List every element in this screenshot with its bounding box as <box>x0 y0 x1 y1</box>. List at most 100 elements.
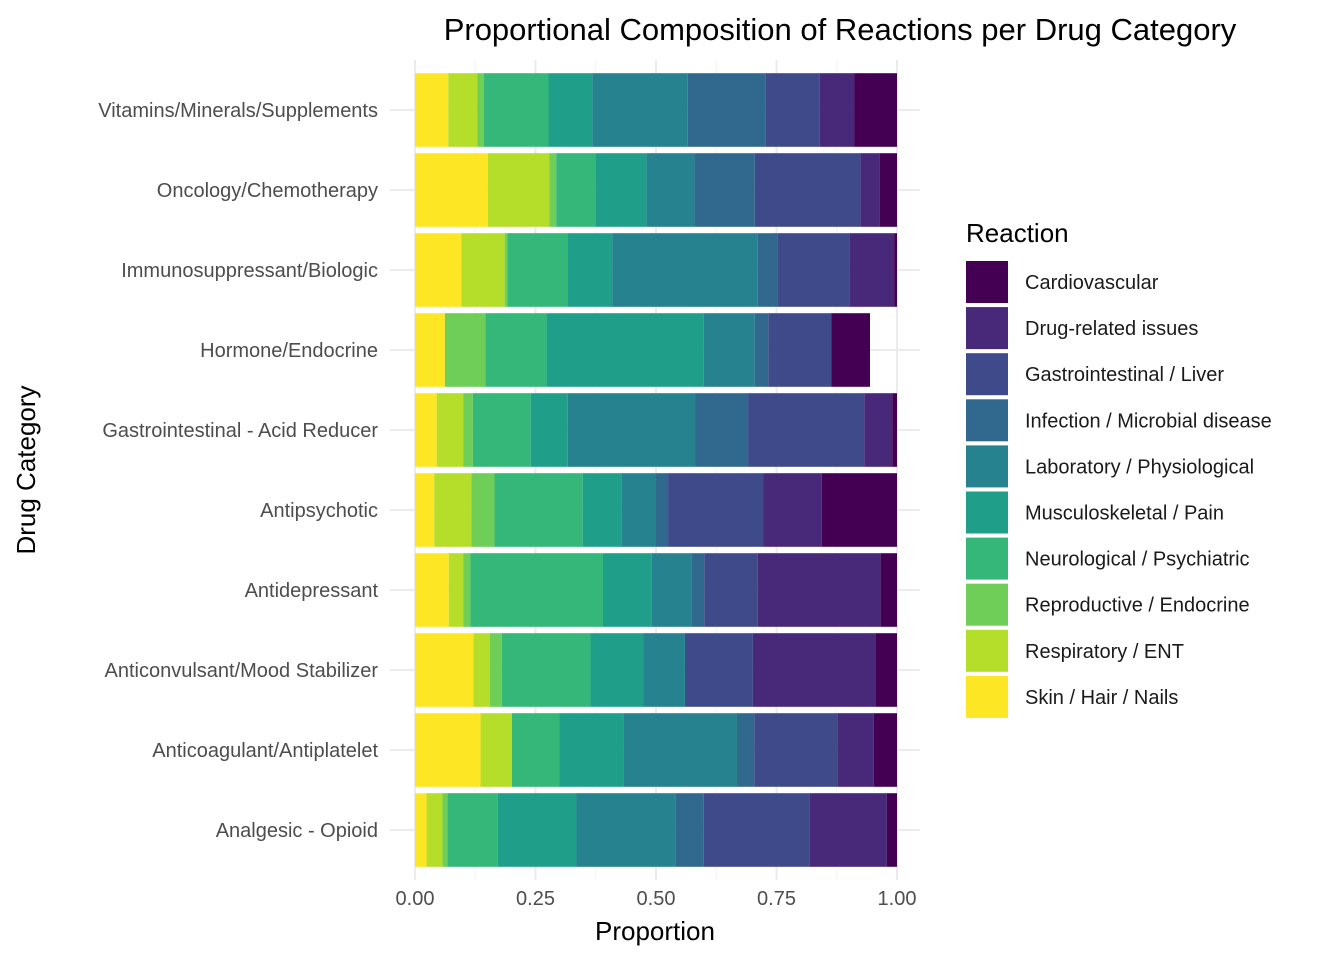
bar-segment: Anticoagulant/Antiplatelet — Cardiovascu… <box>873 713 897 787</box>
legend-key <box>966 353 1008 396</box>
bar-segment: Oncology/Chemotherapy — Laboratory / Phy… <box>646 153 695 227</box>
x-tick-label: 0.25 <box>516 888 555 910</box>
bar-segment: Anticoagulant/Antiplatelet — Laboratory … <box>623 713 737 787</box>
x-tick-labels: 0.00 0.25 0.50 0.75 1.00 <box>396 888 917 910</box>
bar-segment: Anticonvulsant/Mood Stabilizer — Skin / … <box>415 633 474 707</box>
bar-segment: Hormone/Endocrine — Gastrointestinal / L… <box>768 313 832 387</box>
bar-segment: Gastrointestinal - Acid Reducer — Respir… <box>436 393 464 467</box>
bar-segment: Oncology/Chemotherapy — Cardiovascular: … <box>879 153 897 227</box>
bar-segment: Gastrointestinal - Acid Reducer — Infect… <box>695 393 749 467</box>
bar-segment: Anticonvulsant/Mood Stabilizer — Reprodu… <box>489 633 502 707</box>
legend-key <box>966 399 1008 442</box>
bar-segment: Immunosuppressant/Biologic — Musculoskel… <box>567 233 613 307</box>
bar-segment: Immunosuppressant/Biologic — Skin / Hair… <box>415 233 462 307</box>
legend-label: Laboratory / Physiological <box>1025 456 1254 478</box>
bar-segment: Gastrointestinal - Acid Reducer — Drug-r… <box>864 393 893 467</box>
bar-segment: Antidepressant — Respiratory / ENT: 0.03… <box>448 553 464 627</box>
y-tick-label: Antidepressant <box>245 580 379 602</box>
bar-segment: Anticoagulant/Antiplatelet — Drug-relate… <box>837 713 874 787</box>
bar-segment: Analgesic - Opioid — Drug-related issues… <box>809 793 887 867</box>
bar-segment: Antidepressant — Drug-related issues: 0.… <box>757 553 881 627</box>
legend-key <box>966 491 1008 534</box>
legend-label: Infection / Microbial disease <box>1025 410 1272 432</box>
legend-key <box>966 629 1008 672</box>
bar-segment: Immunosuppressant/Biologic — Drug-relate… <box>849 233 895 307</box>
bar-segment: Immunosuppressant/Biologic — Laboratory … <box>612 233 758 307</box>
bar-segment: Antipsychotic — Gastrointestinal / Liver… <box>668 473 764 547</box>
legend-label: Skin / Hair / Nails <box>1025 687 1178 709</box>
y-tick-label: Antipsychotic <box>260 500 378 522</box>
x-axis-title: Proportion <box>595 916 715 946</box>
bar-segment: Anticonvulsant/Mood Stabilizer — Gastroi… <box>684 633 753 707</box>
y-tick-label: Anticoagulant/Antiplatelet <box>152 740 378 762</box>
y-axis-title: Drug Category <box>11 385 41 554</box>
bar-segment: Anticoagulant/Antiplatelet — Infection /… <box>736 713 755 787</box>
bar-segment: Vitamins/Minerals/Supplements — Drug-rel… <box>819 73 855 147</box>
bar-segment: Immunosuppressant/Biologic — Reproductiv… <box>504 233 508 307</box>
bar-segment: Anticonvulsant/Mood Stabilizer — Respira… <box>473 633 490 707</box>
bar-segment: Antipsychotic — Musculoskeletal / Pain: … <box>582 473 622 547</box>
bar-segment: Anticoagulant/Antiplatelet — Neurologica… <box>511 713 560 787</box>
bar-segment: Immunosuppressant/Biologic — Infection /… <box>757 233 778 307</box>
bar-segment: Gastrointestinal - Acid Reducer — Reprod… <box>463 393 473 467</box>
bar-segment: Antipsychotic — Infection / Microbial di… <box>656 473 669 547</box>
y-tick-label: Gastrointestinal - Acid Reducer <box>102 420 378 442</box>
bar-segment: Vitamins/Minerals/Supplements — Infectio… <box>687 73 766 147</box>
legend-key <box>966 675 1008 718</box>
bar-segment: Oncology/Chemotherapy — Skin / Hair / Na… <box>415 153 488 227</box>
bar-segment: Hormone/Endocrine — Neurological / Psych… <box>485 313 547 387</box>
bar-segment: Vitamins/Minerals/Supplements — Musculos… <box>548 73 593 147</box>
bar-segment: Antidepressant — Laboratory / Physiologi… <box>651 553 692 627</box>
bar-segment: Antipsychotic — Drug-related issues: 0.1… <box>763 473 822 547</box>
bar-segment: Hormone/Endocrine — Musculoskeletal / Pa… <box>546 313 704 387</box>
bar-segment: Gastrointestinal - Acid Reducer — Gastro… <box>748 393 865 467</box>
bar-segment: Vitamins/Minerals/Supplements — Neurolog… <box>483 73 549 147</box>
bar-segment: Antidepressant — Musculoskeletal / Pain:… <box>602 553 652 627</box>
bar-segment: Hormone/Endocrine — Infection / Microbia… <box>754 313 769 387</box>
bar-segment: Antidepressant — Skin / Hair / Nails: 0.… <box>415 553 449 627</box>
bar-segment: Antipsychotic — Respiratory / ENT: 0.077 <box>434 473 472 547</box>
bar-segment: Hormone/Endocrine — Skin / Hair / Nails:… <box>415 313 445 387</box>
x-tick-label: 0.00 <box>396 888 435 910</box>
bar-segment: Oncology/Chemotherapy — Reproductive / E… <box>549 153 557 227</box>
chart-title: Proportional Composition of Reactions pe… <box>444 12 1237 47</box>
bar-segment: Gastrointestinal - Acid Reducer — Skin /… <box>415 393 437 467</box>
y-tick-label: Vitamins/Minerals/Supplements <box>98 100 378 122</box>
bar-segment: Hormone/Endocrine — Cardiovascular: 0.08… <box>831 313 871 387</box>
y-tick-labels: Vitamins/Minerals/Supplements Oncology/Ch… <box>98 100 378 842</box>
bar-segment: Vitamins/Minerals/Supplements — Reproduc… <box>477 73 484 147</box>
legend-label: Gastrointestinal / Liver <box>1025 364 1224 386</box>
x-tick-label: 0.75 <box>757 888 796 910</box>
bar-segment: Analgesic - Opioid — Infection / Microbi… <box>675 793 704 867</box>
legend-key <box>966 445 1008 488</box>
bar-segment: Analgesic - Opioid — Gastrointestinal / … <box>703 793 810 867</box>
bar-segment: Anticoagulant/Antiplatelet — Respiratory… <box>480 713 512 787</box>
bar-segment: Anticonvulsant/Mood Stabilizer — Laborat… <box>643 633 685 707</box>
bar-segment: Antidepressant — Infection / Microbial d… <box>691 553 705 627</box>
bars-layer: Vitamins/Minerals/Supplements — Skin / H… <box>415 73 897 867</box>
legend-key <box>966 583 1008 626</box>
legend-label: Cardiovascular <box>1025 272 1159 294</box>
bar-segment: Gastrointestinal - Acid Reducer — Cardio… <box>892 393 897 467</box>
bar-segment: Oncology/Chemotherapy — Drug-related iss… <box>860 153 880 227</box>
legend-label: Reproductive / Endocrine <box>1025 595 1250 617</box>
legend-label: Drug-related issues <box>1025 318 1198 340</box>
x-tick-label: 0.50 <box>637 888 676 910</box>
bar-segment: Antipsychotic — Reproductive / Endocrine… <box>471 473 495 547</box>
bar-segment: Immunosuppressant/Biologic — Respiratory… <box>461 233 505 307</box>
bar-segment: Gastrointestinal - Acid Reducer — Neurol… <box>472 393 531 467</box>
bar-segment: Vitamins/Minerals/Supplements — Gastroin… <box>765 73 820 147</box>
legend-key <box>966 537 1008 580</box>
bar-segment: Vitamins/Minerals/Supplements — Respirat… <box>448 73 478 147</box>
legend-key <box>966 307 1008 350</box>
bar-segment: Antidepressant — Reproductive / Endocrin… <box>463 553 471 627</box>
y-tick-label: Immunosuppressant/Biologic <box>121 260 378 282</box>
x-tick-label: 1.00 <box>878 888 917 910</box>
bar-segment: Anticonvulsant/Mood Stabilizer — Cardiov… <box>875 633 897 707</box>
bar-segment: Vitamins/Minerals/Supplements — Cardiova… <box>854 73 897 147</box>
bar-segment: Immunosuppressant/Biologic — Neurologica… <box>507 233 568 307</box>
bar-segment: Anticoagulant/Antiplatelet — Musculoskel… <box>559 713 624 787</box>
bar-segment: Anticoagulant/Antiplatelet — Gastrointes… <box>754 713 838 787</box>
legend-title: Reaction <box>966 218 1069 248</box>
